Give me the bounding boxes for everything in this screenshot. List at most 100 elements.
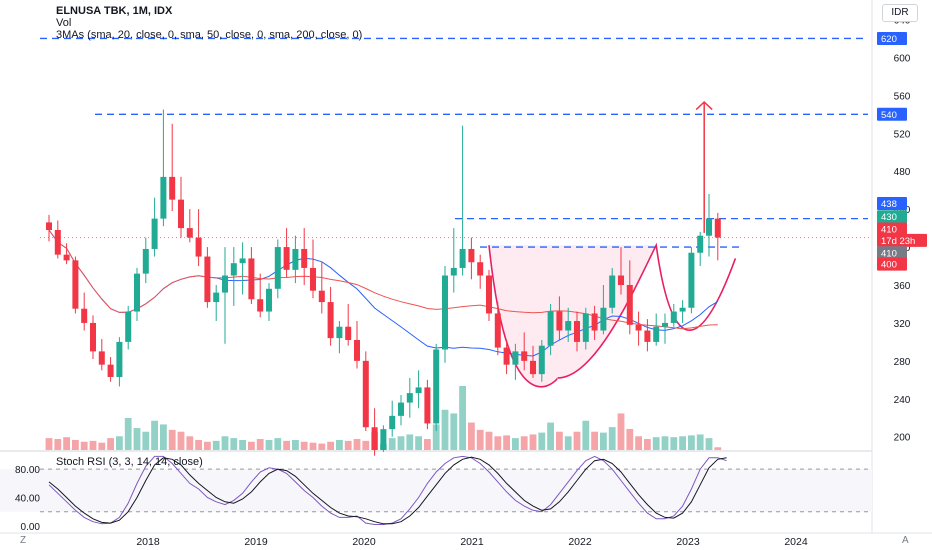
candle-body [670,311,677,323]
rsi-tick-label: 40.00 [15,494,40,505]
price-marker [877,31,907,45]
volume-bar [168,429,176,450]
chart-title: ELNUSA TBK, 1M, IDX [56,5,173,17]
candle-body [46,222,52,230]
candle-body [618,275,624,285]
volume-bar [221,436,229,450]
price-marker [877,233,927,247]
candle-body [582,313,589,342]
volume-bar [45,438,53,450]
candle-body [389,415,396,430]
candle [494,302,501,356]
candle [230,247,237,306]
volume-bar [714,447,722,450]
candle [63,243,70,265]
volume-bar [265,439,273,450]
candle-body [468,248,475,263]
candle-body [424,387,431,424]
candle-body [714,218,721,238]
volume-bar [239,439,246,450]
candle [213,285,220,322]
cup-outline [488,242,737,388]
volume-bar [362,440,370,450]
price-marker-label: 430 [881,212,897,223]
volume-bar [441,409,449,450]
volume-bar [652,437,660,450]
volume-bar [529,434,537,450]
volume-bar [336,439,343,450]
price-marker [877,210,907,224]
rsi-band-fill [0,469,872,512]
volume-bar [353,439,361,450]
horizontal-levels [40,37,872,248]
volume-bar [177,431,185,450]
candle [468,237,475,280]
candle-body [609,275,616,308]
candle-body [336,326,343,339]
volume-bar [309,442,317,450]
candle [336,321,343,354]
price-marker [877,107,907,121]
candle [574,311,580,352]
candle [248,247,255,304]
candle [521,332,528,371]
candle-body [213,292,220,303]
volume-bar [230,438,238,450]
volume-bar [72,439,79,450]
candle-body [169,176,176,200]
candle [204,247,211,308]
volume-bar [107,438,114,450]
candle [450,228,457,293]
currency-button[interactable]: IDR [882,4,918,22]
volume-bar [644,439,651,450]
candle-body [107,364,114,377]
price-marker-label: 438 [881,199,897,210]
candle [90,315,96,359]
candle [345,303,352,346]
volume-bar [608,427,616,450]
candle-body [63,254,70,261]
candle-body [354,340,360,361]
price-tick-label: 280 [894,357,911,368]
candle [46,214,52,242]
candle [178,176,184,238]
volume-bar [327,441,334,450]
volume-bar [573,431,581,450]
candle [653,313,660,346]
volume-bar [406,434,414,450]
volume-bar [520,436,528,450]
volume-bar [318,443,326,450]
candle-body [195,237,202,257]
volume-bar [133,428,141,450]
candle-body [186,228,193,238]
arrow-head [695,100,713,111]
volume-bar [591,431,598,450]
candle [582,307,589,350]
volume-bar [424,439,431,450]
volume-bar [503,435,510,450]
volume-bar [212,440,220,450]
zoom-button[interactable]: Z [20,535,27,546]
candle-body [204,256,211,303]
candle [644,319,651,352]
time-axis[interactable]: 2018 2019 2020 2021 2022 2023 2024 [136,536,808,548]
volume-bar [476,429,484,450]
volume-bar [626,428,634,450]
candle [591,305,598,340]
price-tick-label: 560 [894,91,911,102]
candle [459,125,466,276]
volume-bar [204,441,211,450]
candle [160,109,167,227]
candle-body [380,429,387,450]
candle [274,239,281,299]
auto-scale-button[interactable]: A [902,535,909,546]
candle [54,220,61,259]
volume-bar [98,442,106,450]
candle [239,242,246,295]
candle-body [90,322,96,352]
candle-body [160,176,167,219]
candle-body [134,273,140,312]
candle [662,313,668,344]
volume-bar [142,431,150,450]
